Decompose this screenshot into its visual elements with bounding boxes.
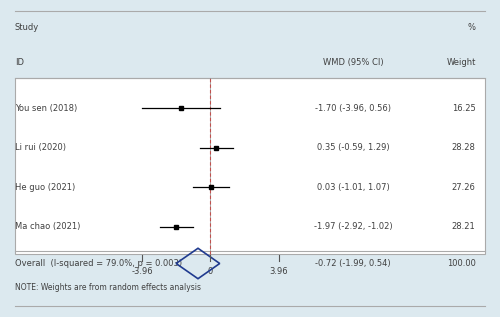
Text: ID: ID <box>15 58 24 67</box>
Text: 0.35 (-0.59, 1.29): 0.35 (-0.59, 1.29) <box>317 143 390 152</box>
Text: 3.96: 3.96 <box>270 267 288 275</box>
Bar <box>15 78 485 254</box>
Text: 100.00: 100.00 <box>446 259 476 268</box>
Text: Study: Study <box>15 23 39 32</box>
Text: NOTE: Weights are from random effects analysis: NOTE: Weights are from random effects an… <box>15 283 201 292</box>
Text: -1.97 (-2.92, -1.02): -1.97 (-2.92, -1.02) <box>314 223 392 231</box>
Text: 28.21: 28.21 <box>452 223 475 231</box>
Text: Ma chao (2021): Ma chao (2021) <box>15 223 80 231</box>
Text: 16.25: 16.25 <box>452 104 475 113</box>
Text: Overall  (I-squared = 79.0%, p = 0.003): Overall (I-squared = 79.0%, p = 0.003) <box>15 259 182 268</box>
Text: 27.26: 27.26 <box>452 183 475 192</box>
Text: 28.28: 28.28 <box>452 143 475 152</box>
Text: He guo (2021): He guo (2021) <box>15 183 75 192</box>
Text: 0: 0 <box>208 267 213 275</box>
Text: %: % <box>468 23 475 32</box>
Text: Li rui (2020): Li rui (2020) <box>15 143 66 152</box>
Text: -1.70 (-3.96, 0.56): -1.70 (-3.96, 0.56) <box>315 104 391 113</box>
Text: -0.72 (-1.99, 0.54): -0.72 (-1.99, 0.54) <box>316 259 391 268</box>
Text: 0.03 (-1.01, 1.07): 0.03 (-1.01, 1.07) <box>317 183 390 192</box>
Text: WMD (95% CI): WMD (95% CI) <box>323 58 384 67</box>
Text: -3.96: -3.96 <box>132 267 153 275</box>
Text: Weight: Weight <box>446 58 476 67</box>
Text: You sen (2018): You sen (2018) <box>15 104 77 113</box>
